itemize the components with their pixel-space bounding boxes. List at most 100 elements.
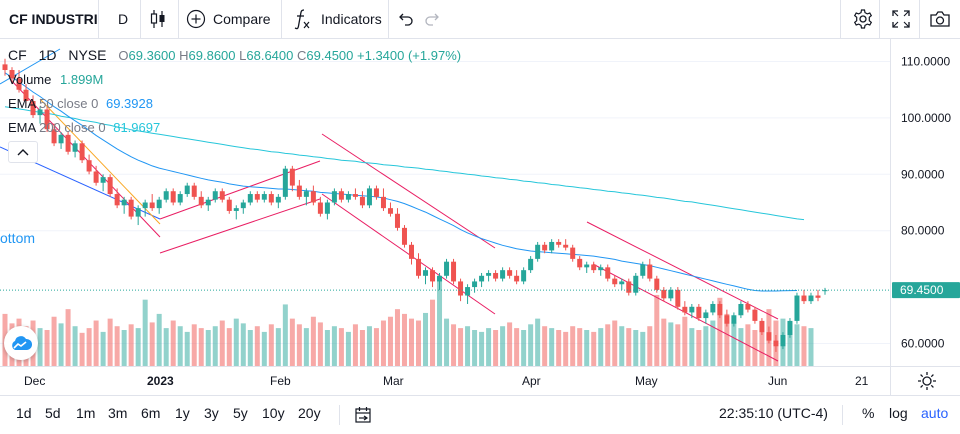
volume-bar [51, 316, 57, 366]
redo-button[interactable] [424, 0, 442, 38]
candle-body [640, 264, 646, 276]
price-tick-label: 110.0000 [901, 55, 950, 69]
chart-pane[interactable]: CF 1D NYSE O69.3600 H69.8600 L68.6400 C6… [0, 39, 890, 366]
chart-style-button[interactable] [146, 0, 170, 38]
volume-bar [296, 324, 302, 366]
high-value: 69.8600 [188, 48, 236, 63]
time-axis[interactable]: Dec 2023 Feb Mar Apr May Jun 21 [0, 366, 890, 395]
volume-bar [100, 331, 106, 366]
fullscreen-icon [892, 10, 910, 28]
volume-bar [380, 320, 386, 366]
volume-bar [486, 328, 492, 366]
volume-bar [163, 328, 169, 366]
volume-bar [626, 328, 632, 366]
volume-bar [240, 323, 246, 366]
percent-toggle[interactable]: % [862, 405, 875, 421]
axis-settings-button[interactable] [890, 366, 960, 395]
candle-body [486, 272, 492, 276]
indicators-label: Indicators [321, 11, 382, 27]
ema200-legend[interactable]: EMA 200 close 0 81.9697 [8, 120, 160, 135]
range-10y[interactable]: 10y [262, 405, 285, 421]
candle-body [451, 261, 457, 282]
snapshot-button[interactable] [929, 0, 951, 38]
candle-body [591, 264, 597, 271]
volume-bar [556, 330, 562, 366]
logo[interactable] [4, 326, 38, 360]
compare-button[interactable]: Compare [186, 0, 271, 38]
volume-bar [191, 324, 197, 366]
undo-button[interactable] [396, 0, 414, 38]
log-toggle[interactable]: log [889, 405, 908, 421]
volume-bar [86, 328, 92, 366]
indicators-button[interactable]: Indicators [293, 0, 382, 38]
candle-body [2, 64, 8, 71]
sun-icon [918, 372, 936, 390]
legend-symbol[interactable]: CF [8, 47, 27, 63]
volume-bar [479, 331, 485, 366]
candle-body [219, 191, 225, 200]
volume-bar [640, 331, 646, 366]
volume-bar [282, 304, 288, 366]
range-1d[interactable]: 1d [16, 405, 32, 421]
candle-body [514, 275, 520, 282]
ema50-legend[interactable]: EMA 50 close 0 69.3928 [8, 96, 153, 111]
candle-body [563, 244, 569, 248]
clock[interactable]: 22:35:10 (UTC-4) [719, 405, 828, 421]
trendline [39, 98, 161, 225]
candle-body [556, 241, 562, 245]
volume-bar [731, 322, 737, 366]
top-toolbar: CF INDUSTRIES D Compare Indicators [0, 0, 960, 39]
volume-bar [79, 332, 85, 366]
volume-legend[interactable]: Volume 1.899M [8, 72, 103, 87]
volume-bar [514, 328, 520, 366]
trendline [321, 193, 496, 315]
range-20y[interactable]: 20y [298, 405, 321, 421]
candle-body [135, 208, 141, 217]
candle-body [542, 244, 548, 251]
range-5y[interactable]: 5y [233, 405, 248, 421]
symbol-search[interactable]: CF INDUSTRIES [0, 0, 98, 38]
toolbar-divider [840, 0, 841, 38]
candle-body [766, 332, 772, 341]
volume-bar [226, 328, 232, 366]
auto-toggle[interactable]: auto [921, 405, 949, 421]
high-label: H [179, 48, 189, 63]
candle-body [16, 78, 22, 90]
candle-body [324, 202, 330, 214]
range-6m[interactable]: 6m [141, 405, 161, 421]
candle-body [310, 191, 316, 203]
price-chart[interactable] [0, 39, 890, 366]
settings-button[interactable] [852, 0, 874, 38]
candle-body [661, 289, 667, 299]
volume-bar [107, 318, 113, 366]
series-legend: CF 1D NYSE O69.3600 H69.8600 L68.6400 C6… [8, 47, 461, 63]
candle-body [633, 275, 639, 293]
fullscreen-button[interactable] [891, 0, 911, 38]
ema50-params: 50 close 0 [39, 96, 99, 111]
interval-label: D [117, 11, 129, 27]
candle-body [759, 320, 765, 333]
price-axis[interactable]: 110.0000 100.0000 90.0000 80.0000 60.0000 69… [890, 39, 960, 366]
candle-body [191, 185, 197, 197]
range-5d[interactable]: 5d [45, 405, 61, 421]
range-1m[interactable]: 1m [76, 405, 96, 421]
toolbar-divider [281, 0, 282, 38]
candle-body [787, 320, 793, 335]
volume-bar [289, 318, 295, 366]
candle-body [689, 306, 695, 313]
toolbar-divider [140, 0, 141, 38]
time-label-feb: Feb [270, 374, 291, 388]
interval-button[interactable]: D [113, 0, 133, 38]
candle-body [296, 185, 302, 197]
range-1y[interactable]: 1y [175, 405, 190, 421]
volume-value: 1.899M [60, 72, 104, 87]
calendar-icon[interactable] [354, 406, 372, 424]
range-3m[interactable]: 3m [108, 405, 128, 421]
range-3y[interactable]: 3y [204, 405, 219, 421]
collapse-legend-button[interactable] [8, 141, 38, 163]
candle-body [752, 309, 758, 321]
volume-bar [612, 320, 618, 366]
candle-body [654, 278, 660, 290]
candle-body [675, 289, 681, 307]
candle-body [226, 199, 232, 211]
